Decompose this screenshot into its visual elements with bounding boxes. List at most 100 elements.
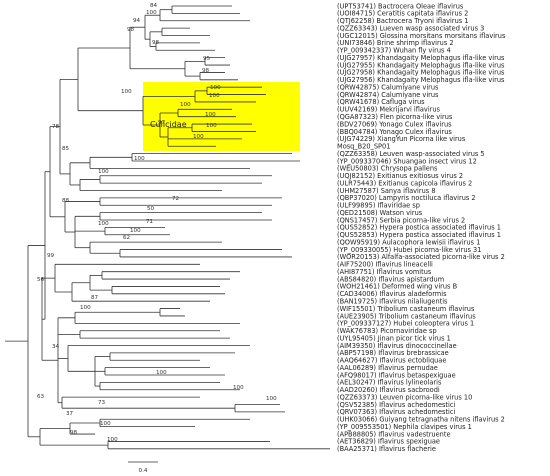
leaf-label: (QED21508) Watson virus bbox=[337, 209, 423, 217]
leaf-label: (ULR75443) Exitianus capicola iflavirus … bbox=[337, 179, 472, 187]
leaf-label: (QZZ63373) Leuven picorna-like virus 10 bbox=[337, 393, 472, 401]
leaf-label: (AAL06289) Iflavirus pernudae bbox=[337, 364, 438, 372]
leaf-label: (QBP37020) Lampyris noctiluca iflavirus … bbox=[337, 194, 476, 202]
leaf-label: (CAD34006) Iflavirus aladeformis bbox=[337, 290, 447, 298]
bootstrap-support: 85 bbox=[62, 146, 70, 152]
leaf-label: (ULF99895) Iflaviridae sp bbox=[337, 202, 420, 210]
clade-label: Culicidae bbox=[150, 120, 187, 129]
leaf-label: (AHI87751) Iflavirus vomitus bbox=[337, 268, 432, 276]
leaf-label: (QTJ62258) Bactrocera Tryoni iflavirus 1 bbox=[337, 17, 468, 25]
bootstrap-support: 100 bbox=[206, 123, 217, 129]
leaf-label: (UUV42169) Mekrijarvi iflavirus bbox=[337, 106, 441, 114]
leaf-label: (AEL30247) Iflavirus lylineolaris bbox=[337, 379, 442, 387]
leaf-label: (QUS52852) Hypera postica associated ifl… bbox=[337, 224, 501, 232]
bootstrap-support: 99 bbox=[47, 253, 55, 259]
bootstrap-support: 95 bbox=[203, 56, 211, 62]
leaf-label: (UJG27957) Khandagaity Melophagus ifla-l… bbox=[337, 54, 505, 62]
bootstrap-support: 98 bbox=[127, 27, 135, 33]
bootstrap-support: 100 bbox=[205, 112, 216, 118]
leaf-label: (UNI73846) Brine shrimp iflavirus 2 bbox=[337, 39, 454, 47]
leaf-label: (UPT53741) Bactrocera Oleae iflavirus bbox=[337, 2, 464, 10]
leaf-label: (UGC12015) Glossina morsitans morsitans … bbox=[337, 32, 506, 40]
bootstrap-support: 71 bbox=[146, 219, 154, 225]
bootstrap-support: 100 bbox=[107, 437, 118, 443]
leaf-label: (WIF15501) Tribolium castaneum iflavirus bbox=[337, 305, 475, 313]
bootstrap-support: 94 bbox=[133, 18, 141, 24]
leaf-label: (YP_009337127) Hubei coleoptera virus 1 bbox=[337, 320, 474, 328]
leaf-label: (WOR20153) Alfalfa-associated picorna-li… bbox=[337, 253, 505, 261]
bootstrap-support: 100 bbox=[180, 102, 191, 108]
bootstrap-support: 100 bbox=[134, 156, 145, 162]
bootstrap-support: 56 bbox=[37, 277, 45, 283]
bootstrap-support: 100 bbox=[80, 305, 91, 311]
bootstrap-support: 72 bbox=[172, 196, 179, 202]
leaf-label: (BAA25371) Iflavirus flacherie bbox=[337, 445, 436, 453]
leaf-label: (ABS84820) Iflavirus apistardum bbox=[337, 275, 444, 283]
leaf-label: (QNS17457) Serbia picorna-like virus 2 bbox=[337, 216, 465, 224]
bootstrap-support: 37 bbox=[66, 411, 74, 417]
leaf-label: (UJG27958) Khandagaity Melophagus ifla-l… bbox=[337, 69, 505, 77]
bootstrap-support: 100 bbox=[209, 93, 220, 99]
bootstrap-support: 98 bbox=[202, 68, 210, 74]
bootstrap-support: 88 bbox=[62, 198, 70, 204]
leaf-label: (QRV07363) Iflavirus achedomestici bbox=[337, 408, 456, 416]
bootstrap-support: 100 bbox=[100, 421, 111, 427]
leaf-label: (UOI84715) Ceratitis capitata iflavirus … bbox=[337, 10, 468, 18]
leaf-label: (QGA87323) Flen picorna-like virus bbox=[337, 113, 453, 121]
leaf-label: (AAD20260) Iflavirus sacbroodi bbox=[337, 386, 440, 394]
leaf-label: (YP_009342337) Wuhan fly virus 4 bbox=[337, 47, 451, 55]
leaf-label: (QUS52853) Hypera postica associated ifl… bbox=[337, 231, 501, 239]
leaf-label: (AIM39350) Iflavirus dinococcinellae bbox=[337, 342, 457, 350]
leaf-label: (BAN19725) Iflavirus nilaliugentis bbox=[337, 298, 448, 306]
bootstrap-support: 78 bbox=[52, 124, 60, 130]
leaf-label: (UHK03066) Guiyang tetragnatha nitens if… bbox=[337, 416, 505, 424]
leaf-label: (BBQ04784) Yonago Culex iflavirus bbox=[337, 128, 452, 136]
leaf-label: (QOW95919) Aulacophora lewisii iflavirus… bbox=[337, 238, 480, 246]
leaf-label: (QSV52385) Iflavirus achedomestici bbox=[337, 401, 455, 409]
leaf-label: (WOH21461) Deformed wing virus B bbox=[337, 283, 458, 291]
bootstrap-support: 100 bbox=[210, 85, 221, 91]
leaf-label: (YP_009330055) Hubei picorna-like virus … bbox=[337, 246, 481, 254]
leaf-label: (BDV27069) Yonago Culex iflavirus bbox=[337, 120, 452, 128]
leaf-label: (UHM27587) Sanya iflavirus 8 bbox=[337, 187, 436, 195]
leaf-label: (QZZ63343) Lueven wasp associated virus … bbox=[337, 24, 484, 32]
leaf-label: (UJG27956) Khandagaity Melophagus ifla-l… bbox=[337, 76, 505, 84]
leaf-label: (QRW41678) Cafluga virus bbox=[337, 98, 425, 106]
bootstrap-support: 100 bbox=[233, 385, 244, 391]
leaf-label: (UJG74229) XiangYun Picorna like virus bbox=[337, 135, 466, 143]
bootstrap-support: 98 bbox=[152, 40, 160, 46]
bootstrap-support: 87 bbox=[91, 295, 99, 301]
leaf-label: (YP_009553501) Nephila clavipes virus 1 bbox=[337, 423, 472, 431]
leaf-label: Mosq_B20_SP01 bbox=[337, 143, 390, 151]
leaf-label: (AUE23905) Tribolium castaneum iflavirus bbox=[337, 312, 476, 320]
bootstrap-support: 100 bbox=[98, 169, 109, 175]
leaf-label: (UQJ82152) Exitianus exitiosus virus 2 bbox=[337, 172, 463, 180]
bootstrap-support: 98 bbox=[70, 430, 78, 436]
bootstrap-support: 63 bbox=[37, 394, 45, 400]
bootstrap-support: 50 bbox=[147, 206, 155, 212]
leaf-label: (WEU50803) Chrysopa pallens bbox=[337, 165, 438, 173]
leaf-label: (QRW42875) Calumiyane virus bbox=[337, 83, 439, 91]
bootstrap-support: 100 bbox=[121, 89, 132, 95]
bootstrap-support: 100 bbox=[146, 10, 157, 16]
leaf-label: (AAQ64627) Iflavirus ectobliquae bbox=[337, 357, 446, 365]
leaf-label: (APB88805) Iflavirus vadestruente bbox=[337, 430, 451, 438]
leaf-label: (WAK76783) Picornaviridae sp bbox=[337, 327, 437, 335]
bootstrap-support: 100 bbox=[266, 396, 277, 402]
bootstrap-support: 100 bbox=[130, 228, 141, 234]
leaf-label: (QRW42874) Calumiyane virus bbox=[337, 91, 439, 99]
leaf-label: (UJG27955) Khandagaity Melophagus ifla-l… bbox=[337, 61, 505, 69]
leaf-label: (QZZ63358) Leuven wasp-associated virus … bbox=[337, 150, 485, 158]
leaf-label: (UYL95405) Jinan picor tick virus 1 bbox=[337, 334, 451, 342]
bootstrap-support: 100 bbox=[193, 134, 204, 140]
leaf-label: (YP_009337046) Shuangao insect virus 12 bbox=[337, 157, 477, 165]
bootstrap-support: 34 bbox=[52, 344, 60, 350]
bootstrap-support: 100 bbox=[98, 221, 109, 227]
bootstrap-support: 62 bbox=[123, 235, 130, 241]
leaf-label: (ABP57198) Iflavirus brebrassicae bbox=[337, 349, 449, 357]
scale-label: 0.4 bbox=[139, 468, 148, 474]
bootstrap-support: 100 bbox=[156, 370, 167, 376]
leaf-label: (AIF75200) Iflavirus lineacelli bbox=[337, 261, 433, 269]
bootstrap-support: 97 bbox=[158, 120, 166, 126]
